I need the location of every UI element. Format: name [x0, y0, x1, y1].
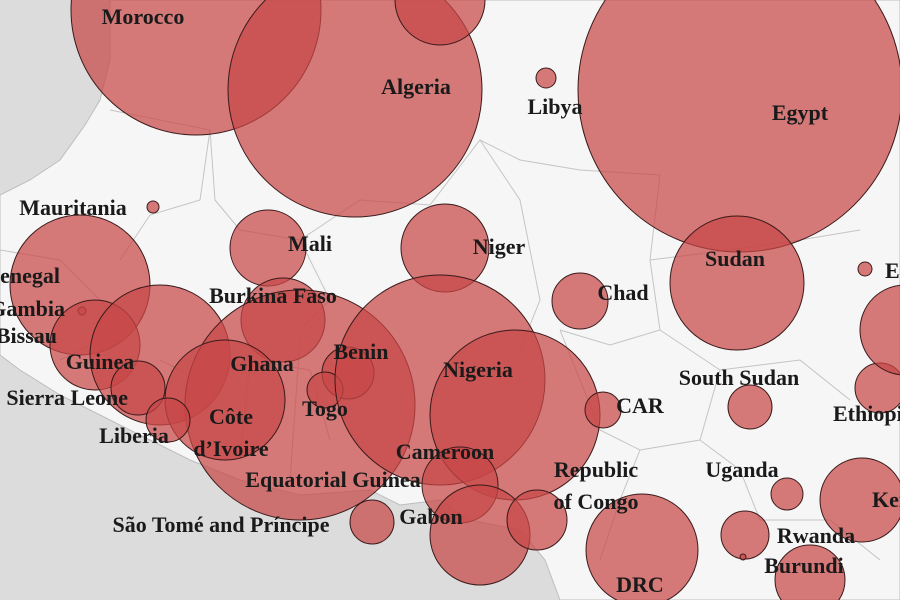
country-label: Burundi	[764, 553, 844, 578]
country-label: Eritrea	[885, 258, 900, 283]
country-bubble	[585, 493, 699, 600]
country-label: Liberia	[99, 423, 169, 448]
country-bubble	[506, 489, 568, 551]
country-bubble	[146, 200, 160, 214]
country-label: Egypt	[772, 100, 829, 125]
country-label: CAR	[616, 393, 665, 418]
country-label: Niger	[473, 234, 526, 259]
country-label: Rwanda	[777, 523, 855, 548]
country-bubble	[819, 457, 900, 543]
country-label: South Sudan	[679, 365, 799, 390]
country-label: Gabon	[399, 504, 463, 529]
country-label: Algeria	[381, 74, 451, 99]
country-label: Burkina Faso	[209, 283, 337, 308]
country-label: São Tomé and Príncipe	[113, 512, 330, 537]
country-label: Cameroon	[396, 439, 495, 464]
country-label: Benin	[333, 339, 388, 364]
country-bubble	[145, 397, 191, 443]
country-label: Ethiopia	[833, 401, 900, 426]
country-bubble	[110, 360, 166, 416]
country-bubble	[859, 284, 900, 376]
country-bubble	[584, 391, 622, 429]
country-label: Senegal	[0, 263, 60, 288]
country-label: Sierra Leone	[6, 385, 128, 410]
country-bubble	[227, 0, 483, 218]
country-label: Kenya	[872, 487, 900, 512]
country-label: Nigeria	[443, 357, 513, 382]
country-label: Sudan	[705, 246, 765, 271]
country-label: d’Ivoire	[193, 436, 269, 461]
country-bubble	[535, 67, 557, 89]
country-label: DRC	[616, 572, 664, 597]
country-bubble	[349, 499, 395, 545]
country-label: Ghana	[230, 351, 294, 376]
country-bubble	[774, 544, 846, 600]
country-label: Mauritania	[19, 195, 127, 220]
country-bubble	[727, 384, 773, 430]
country-label: Guinea-Bissau	[0, 323, 57, 348]
country-bubble	[551, 272, 609, 330]
country-bubble	[720, 510, 770, 560]
country-label: Republic	[554, 457, 639, 482]
country-label: of Congo	[554, 489, 639, 514]
country-bubble	[770, 477, 804, 511]
labels: Morocco Algeria Libya Egypt Mauritania Mali Ni…	[0, 4, 900, 597]
country-label: Mali	[288, 231, 332, 256]
bubbles	[9, 0, 900, 600]
country-label: Equatorial Guinea	[245, 467, 420, 492]
country-label: Togo	[302, 396, 348, 421]
country-label: Gambia	[0, 296, 65, 321]
country-bubble	[857, 261, 873, 277]
country-label: Libya	[527, 94, 582, 119]
country-label: Côte	[209, 404, 253, 429]
country-bubble	[394, 0, 486, 46]
country-bubble	[739, 553, 747, 561]
country-label: Morocco	[102, 4, 185, 29]
country-label: Chad	[597, 280, 648, 305]
country-bubble	[669, 215, 805, 351]
country-label: Uganda	[705, 457, 778, 482]
country-label: Guinea	[66, 349, 134, 374]
